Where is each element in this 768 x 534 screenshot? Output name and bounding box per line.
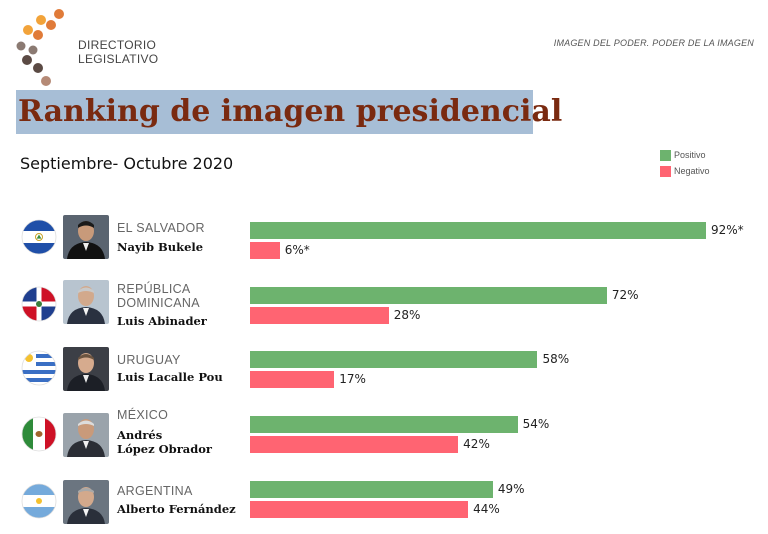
president-photo-image bbox=[63, 347, 109, 391]
president-name: Nayib Bukele bbox=[117, 240, 204, 254]
president-photo-image bbox=[63, 215, 109, 259]
data-label-positive: 54% bbox=[522, 417, 550, 431]
bar-negative bbox=[250, 436, 459, 453]
country-name: REPÚBLICA DOMINICANA bbox=[117, 282, 200, 310]
country-name: MÉXICO bbox=[117, 408, 169, 422]
bar-positive bbox=[250, 481, 493, 498]
data-label-negative: 28% bbox=[393, 308, 421, 322]
bar-positive bbox=[250, 222, 706, 239]
logo-text: DIRECTORIO LEGISLATIVO bbox=[78, 38, 159, 66]
data-label-negative: 42% bbox=[463, 437, 490, 451]
bar-positive bbox=[250, 287, 607, 304]
data-label-negative: 6%* bbox=[284, 243, 310, 257]
legend-swatch-positive bbox=[660, 149, 671, 161]
chart-subtitle: Septiembre- Octubre 2020 bbox=[20, 154, 234, 173]
data-label-negative: 17% bbox=[339, 372, 366, 386]
legend: Positivo Negativo bbox=[660, 147, 710, 179]
president-name: Alberto Fernández bbox=[117, 502, 236, 516]
title-highlight bbox=[16, 90, 533, 134]
logo-mark-icon bbox=[16, 9, 64, 86]
tagline: IMAGEN DEL PODER. PODER DE LA IMAGEN bbox=[553, 38, 754, 48]
country-name: ARGENTINA bbox=[117, 484, 193, 498]
uruguay-flag-icon bbox=[21, 350, 57, 386]
bar-negative bbox=[250, 371, 335, 388]
country-name: URUGUAY bbox=[117, 353, 181, 367]
argentina-flag-icon bbox=[21, 483, 57, 519]
president-photo-image bbox=[63, 280, 109, 324]
el-salvador-flag-icon bbox=[21, 219, 57, 255]
directorio-legislativo-logo: DIRECTORIO LEGISLATIVO bbox=[16, 8, 158, 90]
bar-positive bbox=[250, 416, 518, 433]
data-label-positive: 72% bbox=[611, 288, 639, 302]
bar-positive bbox=[250, 351, 538, 368]
country-name: EL SALVADOR bbox=[117, 221, 205, 235]
president-photo-image bbox=[63, 413, 109, 457]
legend-item-negative: Negativo bbox=[660, 163, 710, 179]
bar-negative bbox=[250, 501, 469, 518]
bar-negative bbox=[250, 242, 280, 259]
president-name: Andrés López Obrador bbox=[117, 428, 212, 456]
president-name: Luis Lacalle Pou bbox=[117, 370, 223, 384]
president-photo-image bbox=[63, 480, 109, 524]
dominican-republic-flag-icon bbox=[21, 286, 57, 322]
president-name: Luis Abinader bbox=[117, 314, 207, 328]
legend-swatch-negative bbox=[660, 165, 671, 177]
bar-negative bbox=[250, 307, 389, 324]
mexico-flag-icon bbox=[21, 416, 57, 452]
legend-item-positive: Positivo bbox=[660, 147, 710, 163]
data-label-positive: 92%* bbox=[711, 223, 744, 237]
chart-title: Ranking de imagen presidencial bbox=[18, 94, 563, 129]
data-label-positive: 58% bbox=[542, 352, 570, 366]
data-label-negative: 44% bbox=[473, 502, 500, 516]
data-label-positive: 49% bbox=[497, 482, 525, 496]
legend-label-negative: Negativo bbox=[674, 166, 710, 176]
legend-label-positive: Positivo bbox=[674, 150, 706, 160]
